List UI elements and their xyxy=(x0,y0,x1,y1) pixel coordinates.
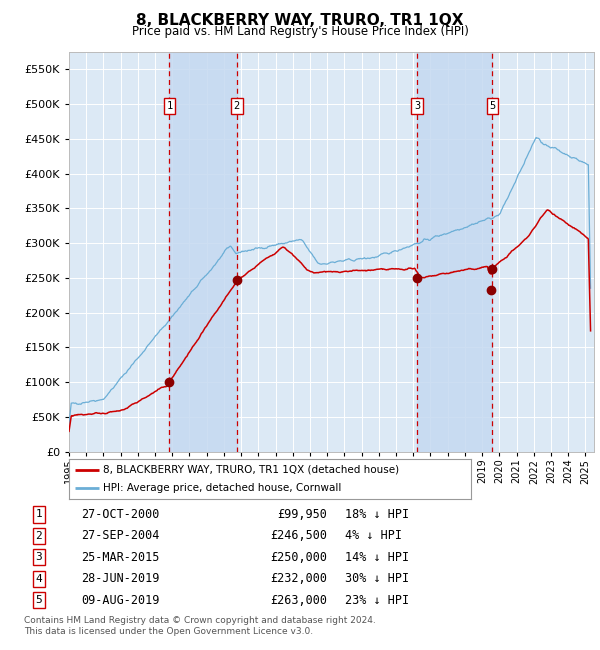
Text: 2: 2 xyxy=(35,531,43,541)
Text: 8, BLACKBERRY WAY, TRURO, TR1 1QX: 8, BLACKBERRY WAY, TRURO, TR1 1QX xyxy=(136,13,464,28)
Text: 5: 5 xyxy=(35,595,43,605)
Text: £263,000: £263,000 xyxy=(270,594,327,607)
Text: 23% ↓ HPI: 23% ↓ HPI xyxy=(345,594,409,607)
Text: £246,500: £246,500 xyxy=(270,529,327,542)
Text: 18% ↓ HPI: 18% ↓ HPI xyxy=(345,508,409,521)
Text: 1: 1 xyxy=(166,101,172,111)
Text: 30% ↓ HPI: 30% ↓ HPI xyxy=(345,573,409,585)
Text: Contains HM Land Registry data © Crown copyright and database right 2024.
This d: Contains HM Land Registry data © Crown c… xyxy=(24,616,376,636)
Text: 14% ↓ HPI: 14% ↓ HPI xyxy=(345,551,409,564)
Text: £232,000: £232,000 xyxy=(270,573,327,585)
Text: 1: 1 xyxy=(35,510,43,519)
Text: £250,000: £250,000 xyxy=(270,551,327,564)
Text: 4% ↓ HPI: 4% ↓ HPI xyxy=(345,529,402,542)
Text: 5: 5 xyxy=(490,101,496,111)
Text: Price paid vs. HM Land Registry's House Price Index (HPI): Price paid vs. HM Land Registry's House … xyxy=(131,25,469,38)
Text: 3: 3 xyxy=(414,101,421,111)
Text: 25-MAR-2015: 25-MAR-2015 xyxy=(81,551,160,564)
Text: HPI: Average price, detached house, Cornwall: HPI: Average price, detached house, Corn… xyxy=(103,484,341,493)
Text: £99,950: £99,950 xyxy=(277,508,327,521)
Text: 27-OCT-2000: 27-OCT-2000 xyxy=(81,508,160,521)
Bar xyxy=(169,52,237,452)
Text: 2: 2 xyxy=(234,101,240,111)
Text: 09-AUG-2019: 09-AUG-2019 xyxy=(81,594,160,607)
Text: 4: 4 xyxy=(35,574,43,584)
Bar xyxy=(417,52,493,452)
Text: 27-SEP-2004: 27-SEP-2004 xyxy=(81,529,160,542)
Text: 3: 3 xyxy=(35,552,43,562)
Text: 8, BLACKBERRY WAY, TRURO, TR1 1QX (detached house): 8, BLACKBERRY WAY, TRURO, TR1 1QX (detac… xyxy=(103,465,399,474)
Text: 28-JUN-2019: 28-JUN-2019 xyxy=(81,573,160,585)
